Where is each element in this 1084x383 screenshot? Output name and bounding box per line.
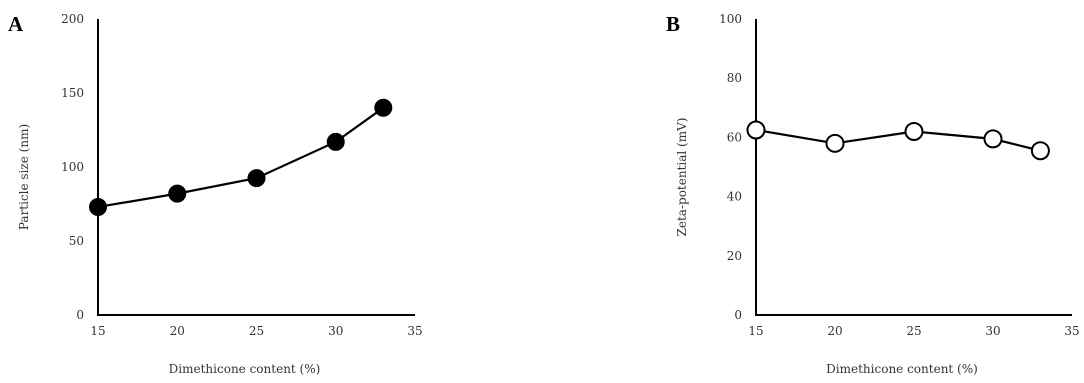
y-tick-label: 200 bbox=[61, 12, 84, 26]
y-tick-label: 40 bbox=[727, 190, 742, 204]
data-point bbox=[89, 197, 107, 216]
y-axis-label: Particle size (nm) bbox=[17, 124, 31, 230]
x-tick-label: 15 bbox=[90, 324, 105, 338]
y-tick-label: 100 bbox=[719, 12, 742, 26]
y-tick-label: 60 bbox=[727, 130, 742, 144]
y-tick-label: 150 bbox=[61, 86, 84, 100]
panel-letter-b: B bbox=[666, 12, 680, 36]
data-point bbox=[374, 98, 393, 117]
data-point bbox=[326, 132, 345, 151]
x-axis-label: Dimethicone content (%) bbox=[826, 362, 978, 376]
y-tick-label: 0 bbox=[76, 308, 84, 322]
x-tick-label: 30 bbox=[328, 324, 343, 338]
chart-panel-b: B 15 20 25 30 35 0 20 40 60 80 100 Dimethicone cont… bbox=[666, 12, 1080, 376]
y-tick-label: 80 bbox=[727, 71, 742, 85]
y-tick-label: 100 bbox=[61, 160, 84, 174]
y-tick-label: 50 bbox=[69, 234, 84, 248]
y-axis-label: Zeta-potential (mV) bbox=[675, 118, 689, 237]
chart-panel-a: A 15 20 25 30 35 0 50 100 150 200 Dimethicone cont… bbox=[8, 12, 423, 376]
data-point bbox=[825, 133, 845, 153]
x-axis-label: Dimethicone content (%) bbox=[169, 362, 321, 376]
y-tick-label: 0 bbox=[734, 308, 742, 322]
x-tick-label: 25 bbox=[249, 324, 264, 338]
data-point bbox=[247, 169, 266, 188]
y-tick-label: 20 bbox=[727, 249, 742, 263]
data-point bbox=[1030, 141, 1050, 161]
x-tick-label: 20 bbox=[170, 324, 185, 338]
x-tick-label: 25 bbox=[906, 324, 921, 338]
panel-letter-a: A bbox=[8, 12, 24, 36]
data-point bbox=[904, 121, 924, 141]
x-tick-label: 30 bbox=[985, 324, 1000, 338]
x-tick-label: 15 bbox=[748, 324, 763, 338]
x-tick-label: 35 bbox=[407, 324, 422, 338]
x-tick-label: 20 bbox=[827, 324, 842, 338]
data-point bbox=[746, 120, 766, 140]
data-point bbox=[983, 129, 1003, 149]
data-point bbox=[168, 184, 187, 203]
x-tick-label: 35 bbox=[1064, 324, 1079, 338]
series-line bbox=[97, 106, 384, 209]
